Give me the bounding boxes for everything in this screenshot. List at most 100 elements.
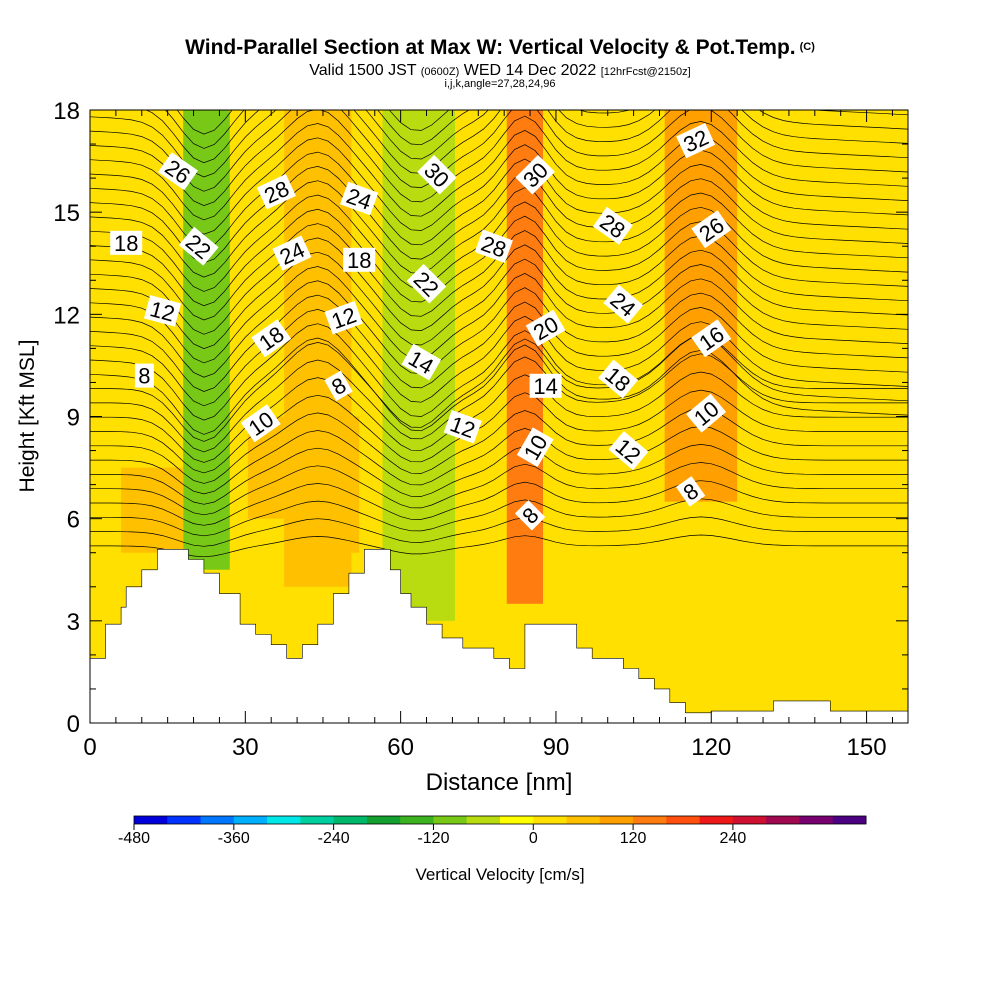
theta-contour <box>90 110 908 192</box>
velocity-column <box>636 535 663 706</box>
contour-label-bg <box>525 309 566 347</box>
colorbar-swatch <box>666 816 701 824</box>
contour-label-bg <box>516 427 554 468</box>
theta-contour <box>90 237 908 335</box>
colorbar-swatch <box>699 816 734 824</box>
theta-contour <box>90 166 908 264</box>
colorbar-swatch <box>466 816 501 824</box>
theta-contour <box>90 425 908 495</box>
velocity-column <box>664 110 738 502</box>
contour-label-bg <box>676 122 716 159</box>
contour-label-bg <box>143 295 182 327</box>
theta-contour <box>90 371 908 463</box>
chart-title: Wind-Parallel Section at Max W: Vertical… <box>0 36 1000 60</box>
colorbar-swatch <box>333 816 368 824</box>
valid-time-z: (0600Z) <box>420 66 460 78</box>
theta-contour <box>90 389 908 474</box>
contour-label-bg <box>340 181 379 216</box>
colorbar-swatch <box>167 816 202 824</box>
theta-contour <box>90 534 908 558</box>
contour-label-bg <box>178 226 219 266</box>
contour-label-bg <box>691 319 732 358</box>
theta-contour <box>90 323 908 421</box>
contour-label: 14 <box>529 373 562 399</box>
contour-label-text: 18 <box>347 248 371 273</box>
y-tick-label: 15 <box>53 200 80 227</box>
theta-contour <box>145 110 908 164</box>
contour-label: 16 <box>691 319 732 358</box>
contour-label-bg <box>592 206 633 245</box>
contour-label-bg <box>515 154 555 195</box>
theta-contour <box>90 110 908 178</box>
colorbar-swatch <box>200 816 235 824</box>
chart-indices: i,j,k,angle=27,28,24,96 <box>444 78 556 90</box>
colorbar-swatch <box>599 816 634 824</box>
contour-label-bg <box>134 363 154 388</box>
theta-contour <box>90 251 908 349</box>
colorbar-tick-label: 120 <box>620 830 647 847</box>
theta-contour <box>90 280 908 378</box>
y-tick-label: 0 <box>67 711 80 738</box>
theta-contour <box>90 123 908 221</box>
colorbar-swatch <box>233 816 268 824</box>
terrain <box>90 548 908 723</box>
contour-label-bg <box>443 409 482 444</box>
x-tick-label: 90 <box>543 734 570 761</box>
theta-contour <box>90 353 908 453</box>
contour-label-bg <box>251 319 292 358</box>
theta-contour <box>90 337 908 435</box>
contour-label-text: 14 <box>533 374 557 399</box>
theta-contour <box>90 294 908 392</box>
contour-label-bg <box>691 210 732 249</box>
colorbar-tick-label: 240 <box>720 830 747 847</box>
contour-label-text: 18 <box>114 231 138 256</box>
valid-date: WED 14 Dec 2022 <box>463 62 597 79</box>
colorbar-tick-label: -360 <box>218 830 250 847</box>
theta-contour <box>90 462 908 516</box>
contour-label-bg <box>514 500 546 531</box>
velocity-column <box>121 467 184 553</box>
y-tick-label: 18 <box>53 98 80 125</box>
contour-label-bg <box>343 247 376 272</box>
theta-contour <box>90 309 908 407</box>
contour-label-bg <box>406 263 447 304</box>
theta-contour <box>90 180 908 278</box>
theta-contour <box>90 480 908 526</box>
x-tick-label: 30 <box>232 734 259 761</box>
contour-label: 18 <box>110 230 143 256</box>
colorbar-tick-label: -240 <box>318 830 350 847</box>
colorbar-swatch <box>566 816 601 824</box>
contour-label-bg <box>529 373 562 398</box>
chart-valid-line: Valid 1500 JST (0600Z) WED 14 Dec 2022 [… <box>0 62 1000 80</box>
theta-contour <box>90 110 908 206</box>
contour-label-bg <box>686 393 727 433</box>
contour-label-bg <box>272 235 312 271</box>
y-tick-label: 6 <box>67 507 80 534</box>
colorbar-swatch <box>533 816 568 824</box>
theta-contour <box>90 335 908 442</box>
y-tick-label: 12 <box>53 302 80 329</box>
contour-label-bg <box>324 300 363 335</box>
x-tick-label: 150 <box>847 734 887 761</box>
x-tick-label: 60 <box>387 734 414 761</box>
x-tick-label: 0 <box>83 734 96 761</box>
colorbar-swatch <box>732 816 767 824</box>
theta-contour <box>164 110 908 149</box>
colorbar-swatch <box>300 816 335 824</box>
y-tick-label: 3 <box>67 609 80 636</box>
colorbar-swatch <box>766 816 800 824</box>
contour-label: 8 <box>134 363 154 389</box>
theta-contour <box>90 516 908 547</box>
theta-contour <box>90 407 908 484</box>
colorbar-swatch <box>633 816 667 824</box>
contour-label-bg <box>603 284 644 324</box>
theta-contour <box>90 194 908 292</box>
x-tick-label: 120 <box>691 734 731 761</box>
contour-label-bg <box>675 476 706 507</box>
chart-title-text: Wind-Parallel Section at Max W: Vertical… <box>185 36 796 59</box>
colorbar-swatch <box>799 816 834 824</box>
colorbar: -480 -360 -240 -120 0 120 240 <box>118 815 867 847</box>
colorbar-tick-label: -120 <box>417 830 449 847</box>
y-axis-label: Height [Kft MSL] <box>16 340 39 493</box>
